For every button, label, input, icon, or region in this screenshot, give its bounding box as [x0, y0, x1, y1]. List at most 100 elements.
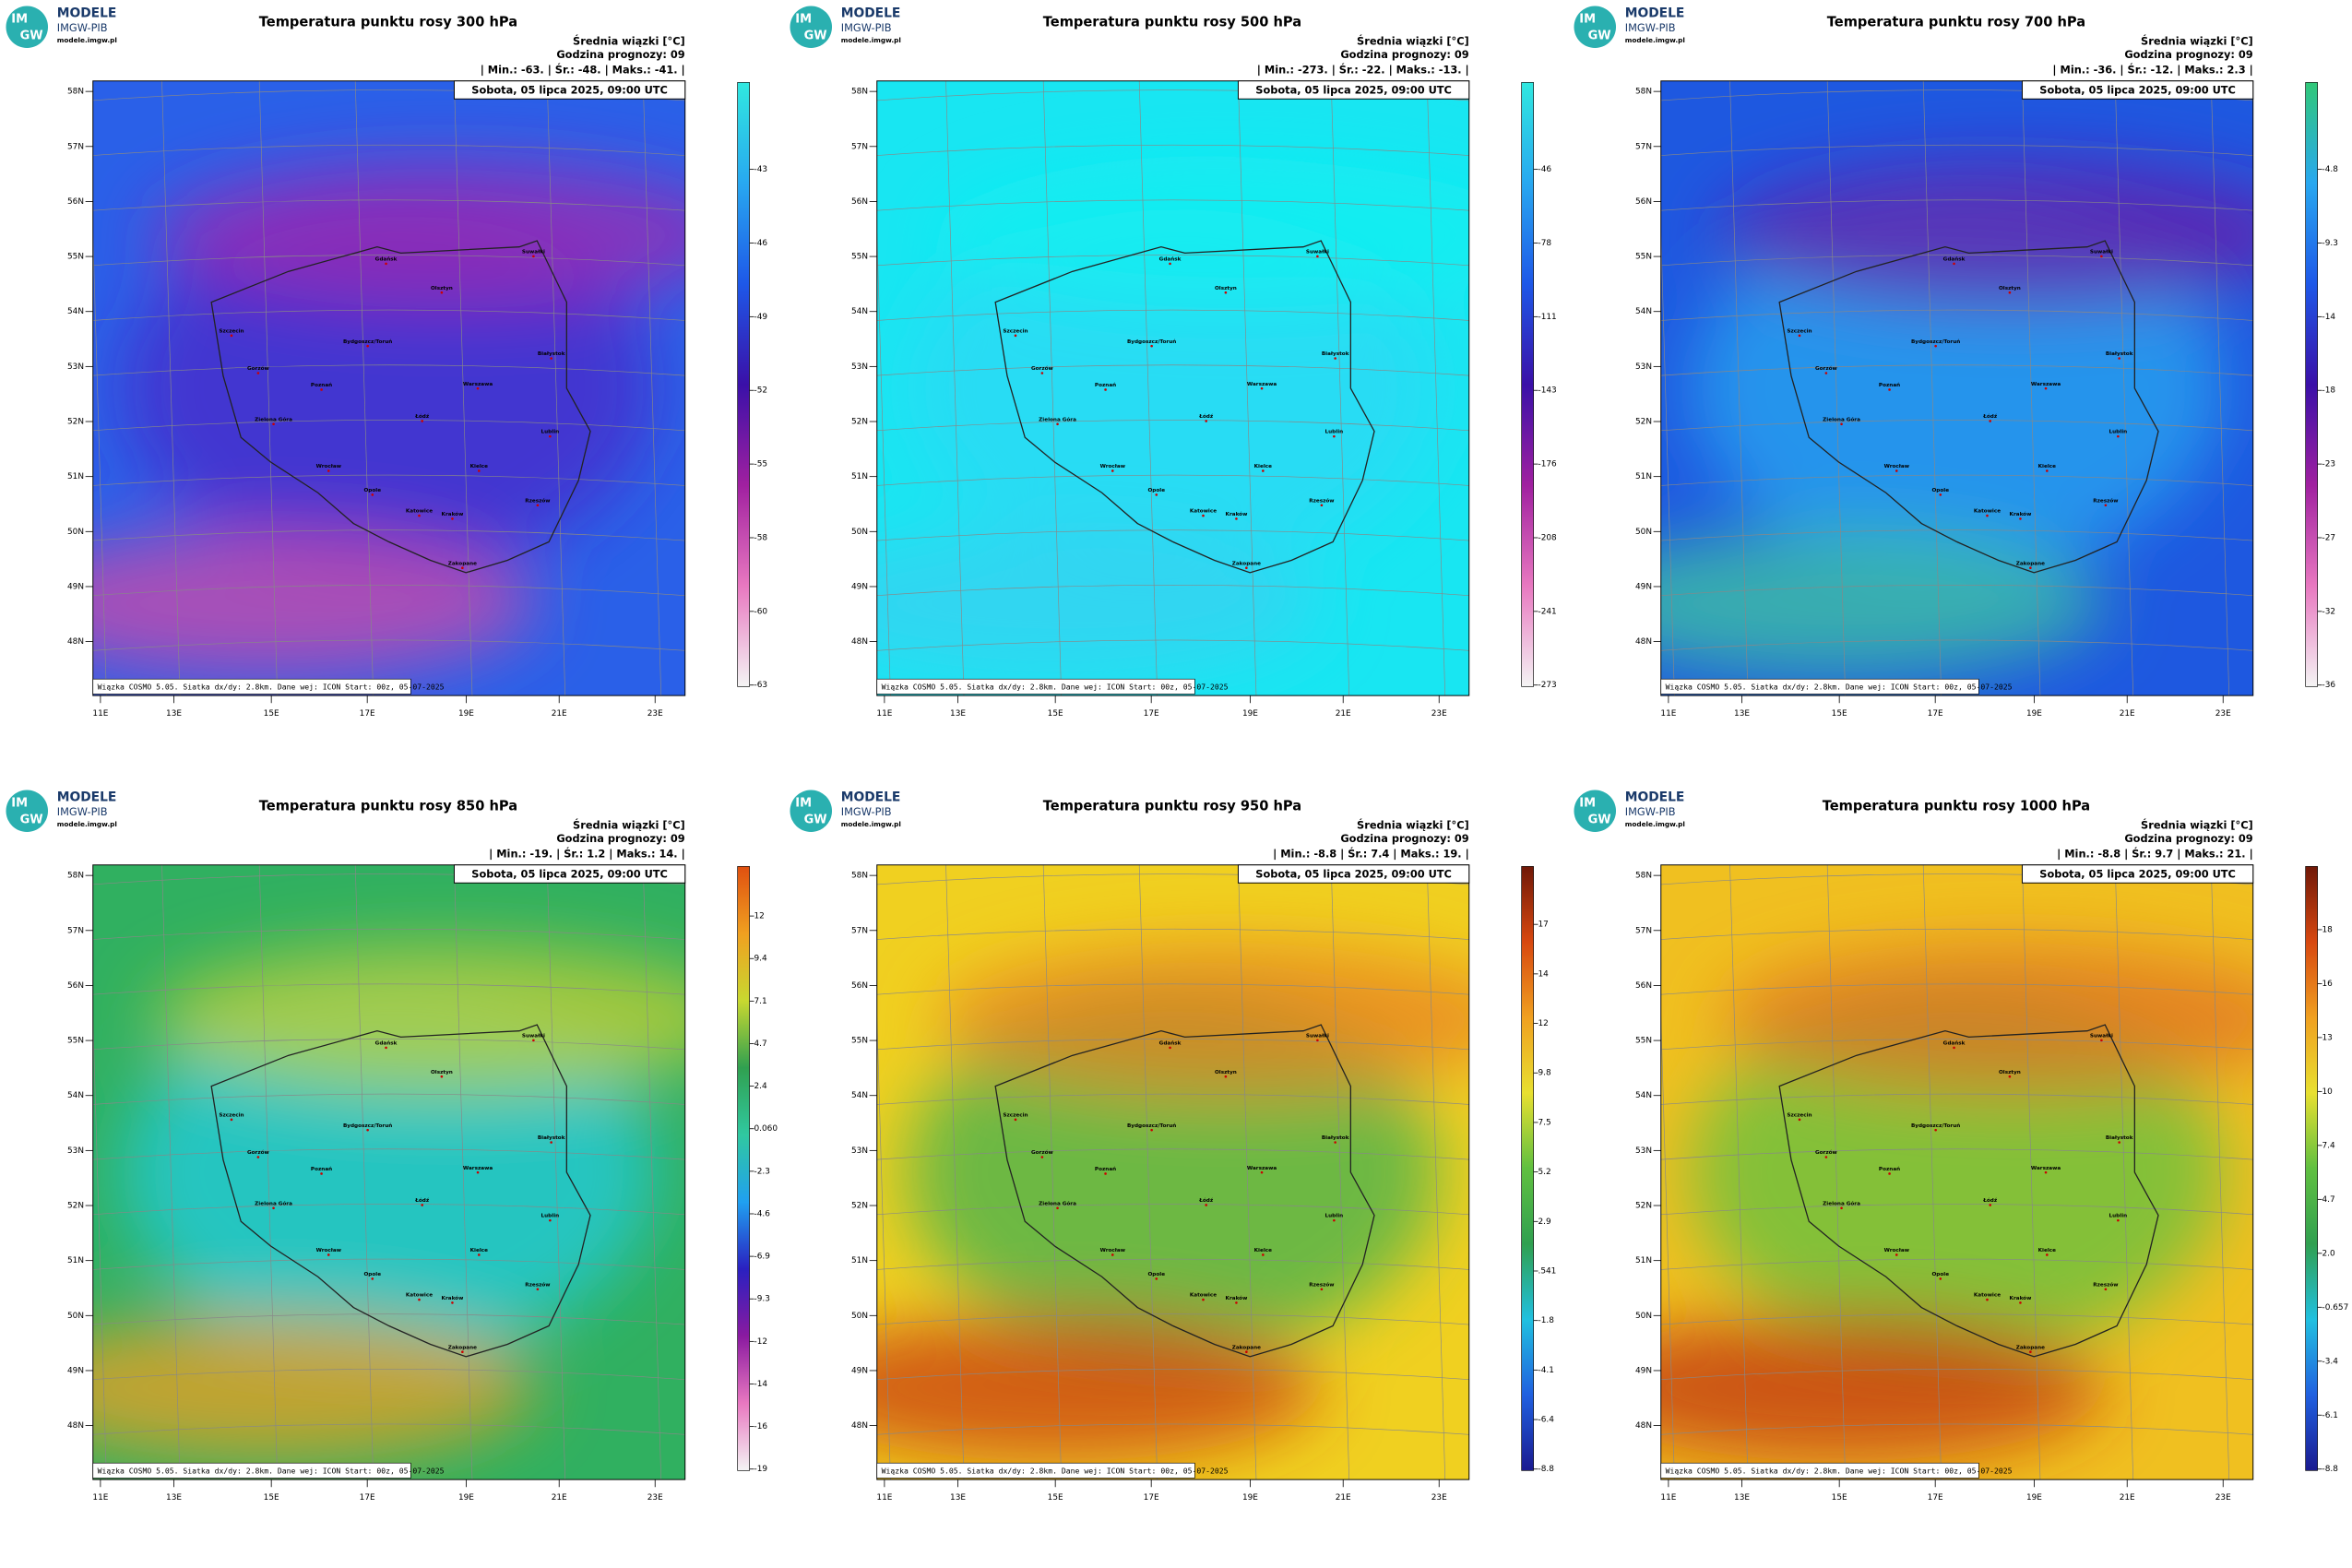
- meridian: [354, 864, 374, 1480]
- lat-label: 58N: [1635, 872, 1652, 881]
- colorbar-label: 7.4: [2322, 1141, 2335, 1150]
- parallel: [1660, 1423, 2253, 1435]
- city-label: Białystok: [538, 1135, 565, 1141]
- lat-label: 50N: [1635, 528, 1652, 537]
- city-label: Szczecin: [219, 1112, 244, 1118]
- city-label: Zakopane: [1232, 1345, 1261, 1350]
- lat-label: 55N: [851, 253, 868, 262]
- city-dot: [2046, 1253, 2049, 1256]
- colorbar-label: -58: [754, 533, 767, 542]
- city-label: Zielona Góra: [1823, 1200, 1860, 1206]
- lat-label: 54N: [1635, 307, 1652, 316]
- lat-label: 56N: [1635, 981, 1652, 991]
- parallel: [876, 1148, 1469, 1160]
- city-dot: [2008, 291, 2012, 294]
- map-frame: [92, 80, 686, 696]
- title: Temperatura punktu rosy 700 hPa: [1827, 14, 2085, 30]
- city-dot: [549, 1218, 552, 1222]
- country-border: [994, 1024, 1375, 1358]
- logo-mark: GW: [804, 30, 827, 43]
- city-label: Łódź: [1982, 1197, 1998, 1204]
- logo-mark: GW: [1588, 30, 1611, 43]
- lon-label: 21E: [2120, 709, 2135, 719]
- colorbar-label: -14: [2322, 313, 2335, 322]
- city-dot: [385, 1046, 387, 1050]
- parallel: [92, 309, 685, 321]
- parallel: [1660, 144, 2253, 156]
- parallel: [876, 1258, 1469, 1270]
- colorbar-label: 9.4: [754, 955, 767, 964]
- meridian: [454, 80, 473, 696]
- city-label: Rzeszów: [2093, 1281, 2119, 1288]
- colorbar-label: -6.1: [2322, 1411, 2337, 1420]
- meridian: [642, 80, 662, 696]
- date-box: [2021, 864, 2254, 884]
- city-dot: [1202, 514, 1205, 517]
- meridian: [642, 864, 662, 1480]
- parallel: [1660, 199, 2253, 211]
- parallel: [92, 199, 685, 211]
- lat-label: 54N: [1635, 1091, 1652, 1100]
- colorbar-label: -9.3: [754, 1295, 769, 1304]
- date-box: [1237, 80, 1470, 100]
- city-dot: [1953, 262, 1955, 266]
- parallel: [876, 585, 1469, 597]
- colorbar-label: -23: [2322, 460, 2335, 469]
- city-label: Szczecin: [1003, 1112, 1028, 1118]
- city-dot: [1316, 255, 1319, 258]
- colorbar-label: 4.7: [754, 1039, 766, 1049]
- city-label: Łódź: [1198, 413, 1214, 420]
- city-label: Katowice: [406, 509, 433, 515]
- lat-label: 48N: [67, 637, 84, 647]
- city-dot: [1014, 1118, 1017, 1122]
- city-label: Wrocław: [1884, 1248, 1910, 1253]
- parallel: [1660, 1369, 2253, 1381]
- parallel: [876, 928, 1469, 940]
- lon-label: 23E: [647, 709, 663, 719]
- title: Temperatura punktu rosy 950 hPa: [1043, 798, 1301, 814]
- parallel: [1660, 1039, 2253, 1051]
- city-dot: [2044, 386, 2048, 390]
- city-label: Białystok: [1322, 1135, 1349, 1141]
- lon-label: 19E: [458, 709, 474, 719]
- title: Temperatura punktu rosy 850 hPa: [259, 798, 517, 814]
- city-label: Bydgoszcz/Toruń: [343, 339, 392, 345]
- date: Sobota, 05 lipca 2025, 09:00 UTC: [471, 83, 668, 96]
- colorbar-label: -78: [1538, 239, 1551, 248]
- meridian: [876, 1008, 891, 1480]
- colorbar-label: -19: [754, 1465, 767, 1474]
- footer-box: [92, 678, 411, 695]
- lat-label: 51N: [1635, 472, 1652, 481]
- city-dot: [1888, 1172, 1891, 1175]
- city-dot: [2104, 504, 2108, 507]
- meridian: [2210, 80, 2230, 696]
- lon-label: 15E: [1832, 1493, 1847, 1503]
- colorbar-label: -143: [1538, 386, 1556, 396]
- footer: Wiązka COSMO 5.05. Siatka dx/dy: 2.8km. …: [98, 683, 445, 692]
- map-field: [92, 944, 685, 1462]
- logo-name: MODELE: [841, 790, 901, 805]
- colorbar-label: -273: [1538, 681, 1556, 690]
- lon-label: 15E: [264, 709, 279, 719]
- city-label: Suwałki: [2090, 250, 2113, 255]
- city-dot: [532, 1039, 535, 1042]
- meridian: [945, 80, 965, 696]
- date: Sobota, 05 lipca 2025, 09:00 UTC: [1255, 867, 1452, 880]
- logo-org: IMGW-PIB: [1625, 805, 1676, 818]
- city-dot: [1235, 517, 1238, 520]
- city-dot: [2029, 1350, 2032, 1354]
- meridian: [2022, 80, 2041, 696]
- city-label: Białystok: [2106, 1135, 2133, 1141]
- lat-label: 49N: [67, 582, 84, 591]
- lat-label: 52N: [67, 1202, 84, 1211]
- city-label: Lublin: [541, 430, 560, 435]
- lon-label: 17E: [360, 709, 375, 719]
- city-dot: [256, 372, 260, 374]
- lat-label: 52N: [851, 418, 868, 427]
- city-dot: [272, 1206, 275, 1210]
- date-box: [1237, 864, 1470, 884]
- city-label: Katowice: [1974, 509, 2001, 515]
- colorbar: [2305, 866, 2318, 1471]
